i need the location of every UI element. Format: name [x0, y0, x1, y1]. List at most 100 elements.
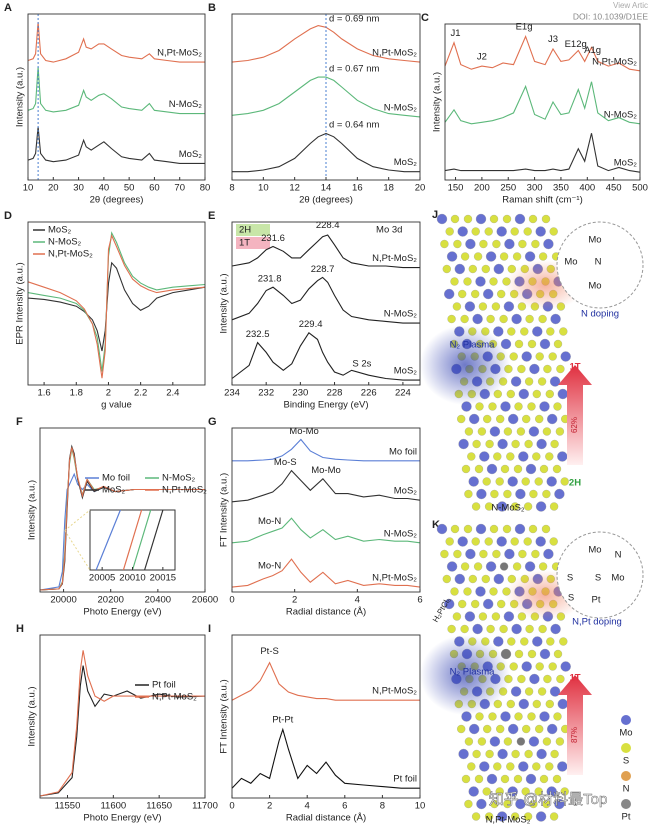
- atom: [532, 452, 541, 461]
- atom: [521, 787, 530, 796]
- panel-label: J: [432, 209, 438, 221]
- atom: [548, 352, 557, 361]
- atom: [465, 238, 476, 250]
- atom: [556, 364, 565, 374]
- atom: [484, 537, 493, 546]
- x-tick-label: 450: [606, 183, 622, 194]
- series-line: [231, 76, 421, 118]
- atom: [483, 414, 492, 424]
- inset-connector: [64, 530, 91, 571]
- inset-tick-label: 20005: [89, 573, 115, 584]
- x-tick-label: 2: [267, 801, 272, 812]
- x-tick-label: 2: [106, 388, 111, 399]
- atom: [479, 451, 490, 462]
- inset-line: [144, 509, 164, 571]
- zoom-circle: [556, 221, 644, 309]
- atom: [554, 798, 565, 810]
- annotation: J2: [477, 51, 487, 62]
- atom: [547, 723, 558, 735]
- atom: [553, 712, 562, 721]
- atom: [535, 414, 544, 424]
- diagram-label: 1T: [569, 673, 580, 684]
- diagram-label: S: [567, 573, 573, 584]
- atom: [512, 252, 522, 261]
- atom: [499, 252, 509, 261]
- atom: [518, 549, 527, 559]
- atom: [471, 289, 480, 299]
- atom: [534, 477, 543, 486]
- diagram-label: N: [595, 257, 602, 268]
- atom: [542, 489, 551, 499]
- atom: [559, 637, 568, 646]
- atom: [445, 227, 454, 236]
- series-line: [231, 558, 421, 588]
- atom: [550, 749, 559, 759]
- atom: [464, 611, 476, 622]
- plasma-glow: [420, 635, 510, 715]
- annotation: J3: [548, 34, 558, 45]
- x-tick-label: 400: [579, 183, 595, 194]
- x-tick-label: 16: [352, 183, 363, 194]
- atom: [475, 712, 484, 721]
- annotation: Pt-S: [260, 646, 278, 657]
- y-axis-label: Intensity (a.u.): [432, 72, 443, 132]
- atom: [527, 339, 537, 349]
- component-swatch: [236, 237, 270, 249]
- series-line: [231, 469, 421, 503]
- atom: [454, 573, 465, 585]
- atom: [489, 277, 498, 286]
- atom: [471, 502, 481, 511]
- diagrams: J N₂ Plasma 1T 62% 2H N-MoS₂ Mo N Mo Mo N doping K H…: [420, 209, 644, 826]
- atom: [468, 264, 477, 274]
- atom: [460, 624, 469, 634]
- series-line: [231, 332, 420, 381]
- x-tick-label: 1.8: [70, 388, 83, 399]
- component-label: 1T: [239, 238, 250, 249]
- atom: [538, 562, 548, 571]
- atom: [516, 427, 526, 436]
- atom: [471, 812, 481, 821]
- view-link[interactable]: View Artic: [613, 1, 648, 10]
- atom: [539, 401, 550, 412]
- atom: [553, 649, 563, 659]
- atom: [524, 439, 533, 449]
- atom: [524, 749, 533, 759]
- atom: [537, 377, 547, 386]
- atom: [511, 313, 522, 325]
- atom: [545, 452, 554, 461]
- atom: [539, 464, 549, 474]
- atom: [525, 773, 537, 785]
- annotation: 232.5: [246, 329, 270, 340]
- panel-label: C: [421, 12, 429, 24]
- atom: [502, 524, 512, 534]
- atom: [463, 277, 472, 286]
- panel-label: B: [208, 2, 216, 14]
- atom: [484, 227, 493, 236]
- panel-label: I: [208, 623, 211, 635]
- series-label: N,Pt-MoS₂: [372, 253, 417, 264]
- atom: [521, 661, 532, 672]
- atom: [542, 799, 551, 809]
- atom: [454, 263, 465, 275]
- atom: [549, 376, 561, 387]
- atom: [538, 624, 547, 634]
- atom: [483, 724, 492, 734]
- x-tick-label: 300: [527, 183, 543, 194]
- diagram-label: H₂PtCl₆: [431, 596, 452, 624]
- plot-frame: [39, 634, 206, 799]
- annotation: E12g: [565, 39, 587, 50]
- atom: [552, 774, 562, 784]
- plot-frame: [231, 634, 421, 799]
- series-line: [444, 81, 641, 125]
- annotation: 229.4: [299, 319, 323, 330]
- legend-label: MoS₂: [48, 225, 72, 236]
- plot-frame: [231, 221, 421, 386]
- y-axis-label: Intensity (a.u.): [27, 480, 38, 540]
- x-tick-label: 50: [124, 183, 135, 194]
- atom: [503, 489, 512, 499]
- x-tick-label: 11700: [192, 801, 218, 812]
- atom: [510, 376, 522, 387]
- atom: [461, 464, 471, 474]
- annotation: d = 0.64 nm: [329, 120, 380, 131]
- series-label: MoS₂: [614, 158, 638, 169]
